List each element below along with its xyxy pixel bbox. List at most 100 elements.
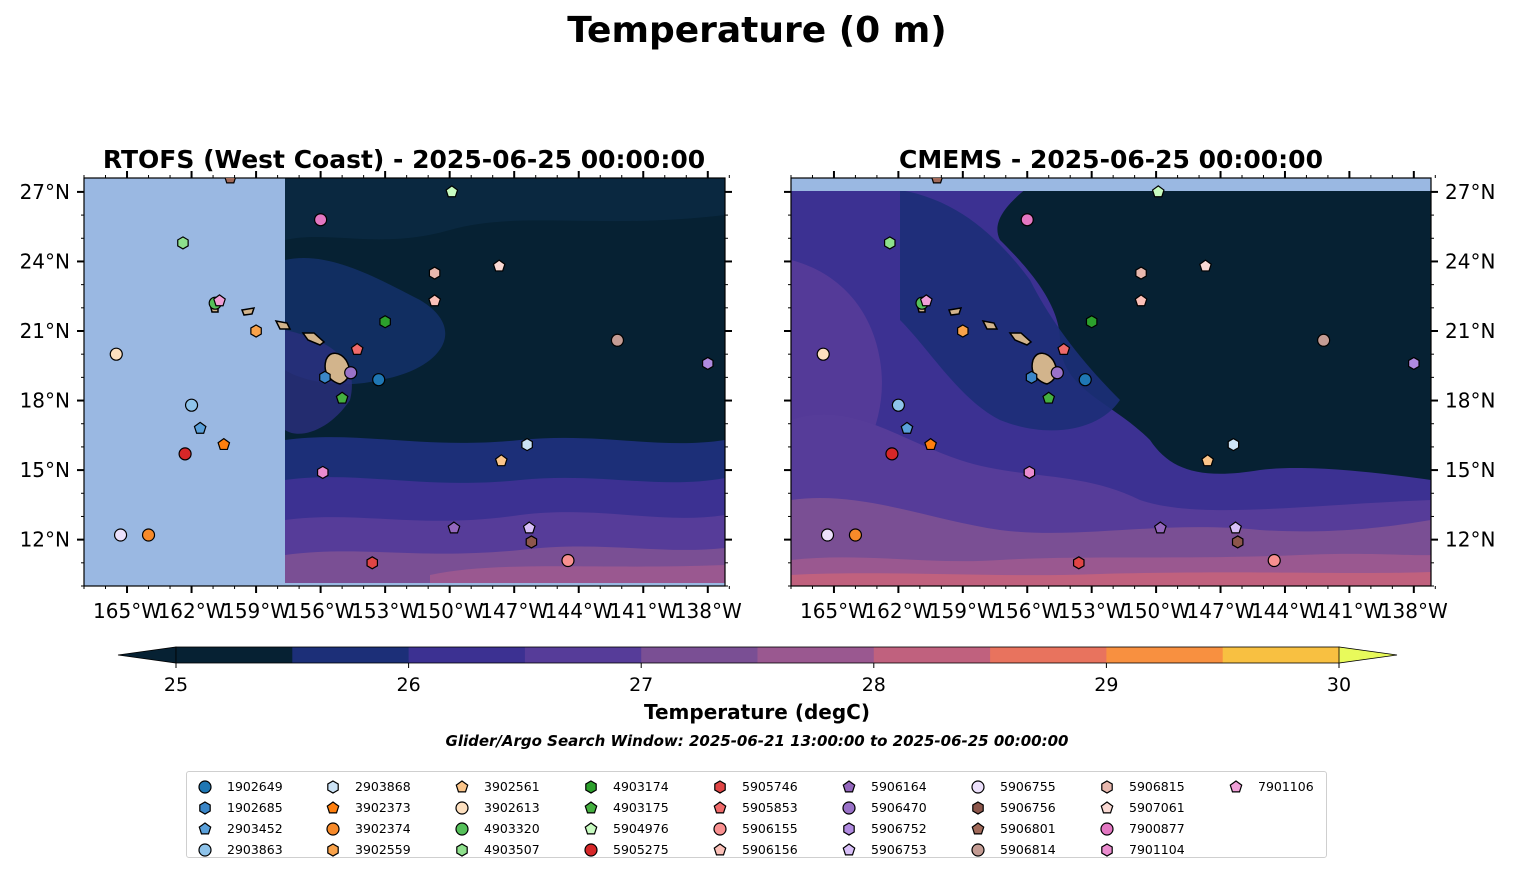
colorbar-tick-label: 29 <box>1094 674 1118 696</box>
legend-item: 5906814 <box>960 839 1056 860</box>
legend-column: 5906164 5906470 5906752 5906753 <box>831 776 927 860</box>
legend-marker <box>455 800 469 815</box>
legend-marker <box>713 821 727 836</box>
float-marker-5906755 <box>820 528 835 542</box>
hexagon-marker-icon <box>714 779 726 794</box>
legend-item: 5906470 <box>831 797 927 818</box>
legend-marker <box>584 842 598 857</box>
float-marker-1902685 <box>319 370 331 385</box>
legend-item: 5906801 <box>960 818 1056 839</box>
circle-marker-icon <box>198 779 212 794</box>
legend-item: 4903174 <box>573 776 669 797</box>
float-marker-4903174 <box>379 315 391 329</box>
x-tick-label: 159°W <box>929 599 997 623</box>
legend-label: 5905853 <box>742 800 798 815</box>
legend-marker <box>199 800 211 815</box>
colorbar-bin <box>1222 647 1340 663</box>
legend-marker <box>198 779 212 794</box>
float-marker-2903863 <box>184 398 199 412</box>
y-axis: 12°N 15°N 18°N 21°N 24°N 27°N <box>784 180 1495 587</box>
pentagon-marker-icon <box>971 821 985 834</box>
hexagon-marker-icon <box>327 842 339 857</box>
pentagon-marker-icon <box>1100 800 1114 813</box>
colorbar-frame <box>175 646 1340 664</box>
float-marker-4903175 <box>1042 391 1056 404</box>
float-marker-3902613 <box>109 347 123 361</box>
colorbar-bin <box>990 647 1107 663</box>
circle-marker-icon <box>1100 821 1114 836</box>
x-tick-label: 165°W <box>800 599 868 623</box>
legend-label: 5906815 <box>1129 779 1185 794</box>
circle-marker-icon <box>971 779 985 794</box>
legend-label: 5906814 <box>1000 842 1056 857</box>
hexagon-marker-icon <box>1101 842 1113 857</box>
float-marker-2903452 <box>193 421 207 434</box>
x-tick-label: 165°W <box>93 599 161 623</box>
float-markers <box>816 178 1420 570</box>
float-marker-5905746 <box>1072 556 1085 570</box>
legend-column: 7901106 <box>1218 776 1314 797</box>
pentagon-marker-icon <box>1229 779 1243 792</box>
legend-marker <box>584 821 598 834</box>
pentagon-marker-icon <box>198 821 212 834</box>
legend-label: 2903868 <box>355 779 411 794</box>
circle-marker-icon <box>842 800 856 815</box>
y-tick-label: 27°N <box>1445 180 1495 204</box>
figure-title: Temperature (0 m) <box>567 10 946 51</box>
map-frame <box>790 177 1432 587</box>
float-marker-5906815 <box>428 266 441 280</box>
x-tick-label: 147°W <box>480 599 548 623</box>
map-panel-rtofs: RTOFS (West Coast) - 2025-06-25 00:00:00… <box>20 145 742 623</box>
legend-item: 3902374 <box>315 818 411 839</box>
colorbar-tick-label: 27 <box>629 674 653 696</box>
colorbar-tick-label: 26 <box>397 674 421 696</box>
colorbar-label: Temperature (degC) <box>644 700 870 724</box>
legend-item: 5906155 <box>702 818 798 839</box>
x-tick-label: 141°W <box>1315 599 1383 623</box>
colorbar-bin <box>176 647 293 663</box>
legend-item: 3902373 <box>315 797 411 818</box>
hexagon-marker-icon <box>585 779 597 794</box>
y-axis: 12°N 15°N 18°N 21°N 24°N 27°N <box>20 180 732 587</box>
float-marker-5906814 <box>610 333 625 347</box>
colorbar-bin <box>873 647 991 663</box>
map-frame <box>83 177 726 587</box>
legend-marker <box>842 800 856 815</box>
float-marker-5906753 <box>522 521 536 534</box>
legend-marker <box>713 800 727 813</box>
panel-title: RTOFS (West Coast) - 2025-06-25 00:00:00 <box>103 145 705 174</box>
colorbar: 25 26 27 28 29 30 <box>117 646 1398 696</box>
y-tick-label: 24°N <box>1445 249 1495 273</box>
legend-label: 1902649 <box>227 779 283 794</box>
float-marker-4903507 <box>177 236 189 250</box>
x-tick-label: 150°W <box>1122 599 1190 623</box>
legend-item: 2903452 <box>187 818 283 839</box>
pentagon-marker-icon <box>584 821 598 834</box>
legend-item: 5905853 <box>702 797 798 818</box>
circle-marker-icon <box>326 821 340 836</box>
legend-item: 4903507 <box>444 839 540 860</box>
float-marker-7900877 <box>1020 213 1034 227</box>
float-marker-5906756 <box>525 535 538 549</box>
legend-label: 2903452 <box>227 821 283 836</box>
legend-column: 5906815 5907061 7900877 7901104 <box>1089 776 1185 860</box>
legend-marker <box>714 779 726 794</box>
x-tick-label: 159°W <box>222 599 290 623</box>
float-marker-5906155 <box>1267 553 1281 568</box>
float-marker-7901104 <box>1023 465 1036 480</box>
float-marker-5906815 <box>1135 266 1147 280</box>
circle-marker-icon <box>198 842 212 857</box>
legend-item: 5906164 <box>831 776 927 797</box>
pentagon-marker-icon <box>584 800 598 813</box>
legend-item: 2903863 <box>187 839 283 860</box>
legend-label: 5907061 <box>1129 800 1185 815</box>
legend-item: 5906815 <box>1089 776 1185 797</box>
legend-label: 5906753 <box>871 842 927 857</box>
float-marker-5905275 <box>885 447 899 461</box>
pentagon-marker-icon <box>326 800 340 813</box>
legend-marker <box>456 842 468 857</box>
circle-marker-icon <box>455 800 469 815</box>
legend-label: 4903174 <box>613 779 669 794</box>
colorbar-tick-label: 30 <box>1327 674 1351 696</box>
search-window-caption: Glider/Argo Search Window: 2025-06-21 13… <box>446 732 1069 750</box>
